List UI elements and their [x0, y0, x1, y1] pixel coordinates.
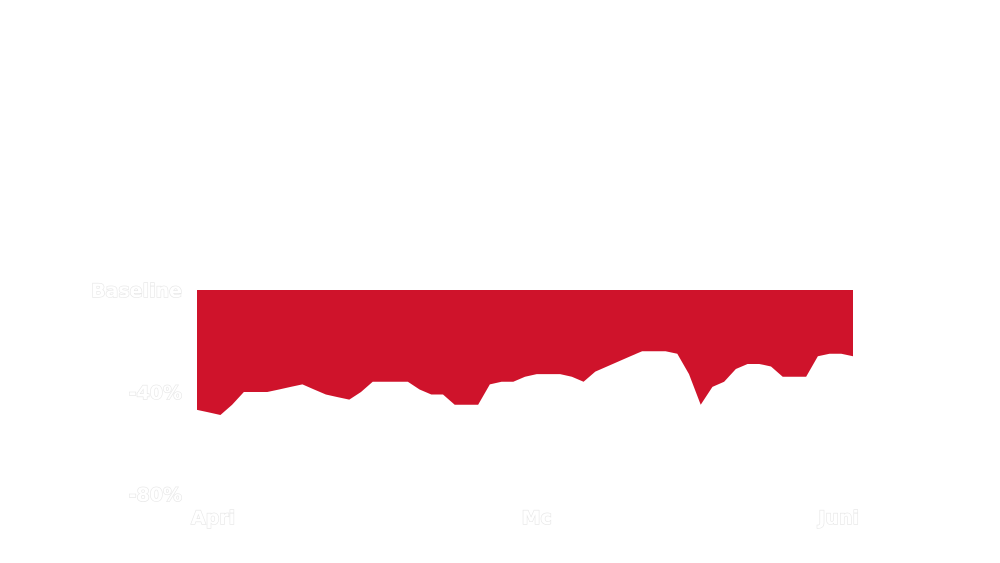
x-axis: Apri Mc Juni — [190, 506, 859, 529]
x-tick-label: Apri — [191, 507, 235, 529]
x-tick-label: Juni — [816, 507, 859, 529]
y-tick-label: Baseline — [91, 280, 182, 302]
y-tick-label: -40% — [129, 382, 182, 404]
y-axis: Baseline -40% -80% — [90, 279, 182, 506]
y-tick-label: -80% — [129, 484, 182, 506]
x-tick-label: Mc — [522, 507, 552, 529]
area-layer — [197, 290, 853, 415]
area-series-0 — [197, 290, 853, 415]
